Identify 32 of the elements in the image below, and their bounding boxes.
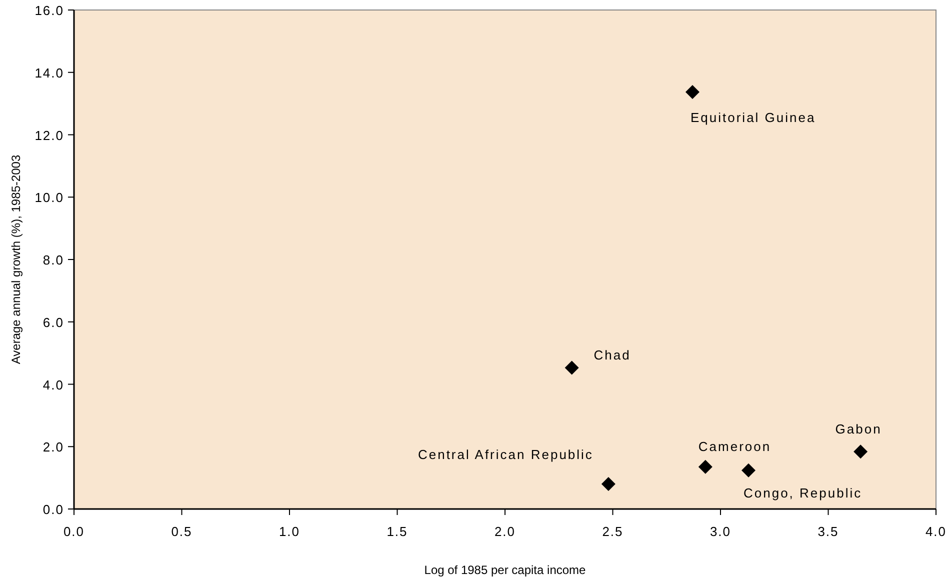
y-tick-label: 2.0: [42, 440, 64, 455]
y-tick-label: 4.0: [42, 377, 64, 392]
x-tick-label: 3.5: [818, 524, 839, 539]
annotation: Central African Republic: [418, 447, 594, 462]
y-tick-label: 14.0: [34, 65, 64, 80]
annotation: Congo, Republic: [744, 485, 862, 500]
y-tick-label: 6.0: [42, 314, 64, 330]
y-tick-label: 8.0: [42, 252, 64, 268]
y-tick-label: 12.0: [34, 128, 64, 143]
y-axis-title: Average annual growth (%), 1985-2003: [9, 154, 23, 364]
annotation: Cameroon: [698, 438, 772, 454]
x-tick-label: 1.5: [386, 524, 408, 539]
annotation: Equitorial Guinea: [690, 110, 816, 126]
point: [698, 460, 712, 474]
annotation: Gabon: [835, 422, 882, 437]
x-tick-label: 0.5: [171, 524, 192, 539]
x-tick-label: 2.0: [494, 524, 516, 539]
point: [685, 85, 700, 100]
x-tick-label: 0.0: [63, 524, 85, 539]
point: [854, 444, 868, 459]
y-tick-label: 10.0: [34, 190, 64, 206]
point: [742, 463, 756, 478]
point: [601, 477, 616, 492]
y-tick-label: 16.0: [34, 3, 64, 18]
y-tick-label: 0.0: [42, 502, 64, 517]
x-tick-label: 2.5: [602, 524, 624, 539]
x-axis-title: Log of 1985 per capita income: [424, 563, 586, 577]
x-tick-label: 4.0: [925, 524, 947, 539]
x-tick-label: 1.0: [278, 524, 300, 539]
annotation: Chad: [594, 348, 631, 363]
x-tick-label: 3.0: [710, 524, 732, 539]
point: [564, 360, 579, 375]
